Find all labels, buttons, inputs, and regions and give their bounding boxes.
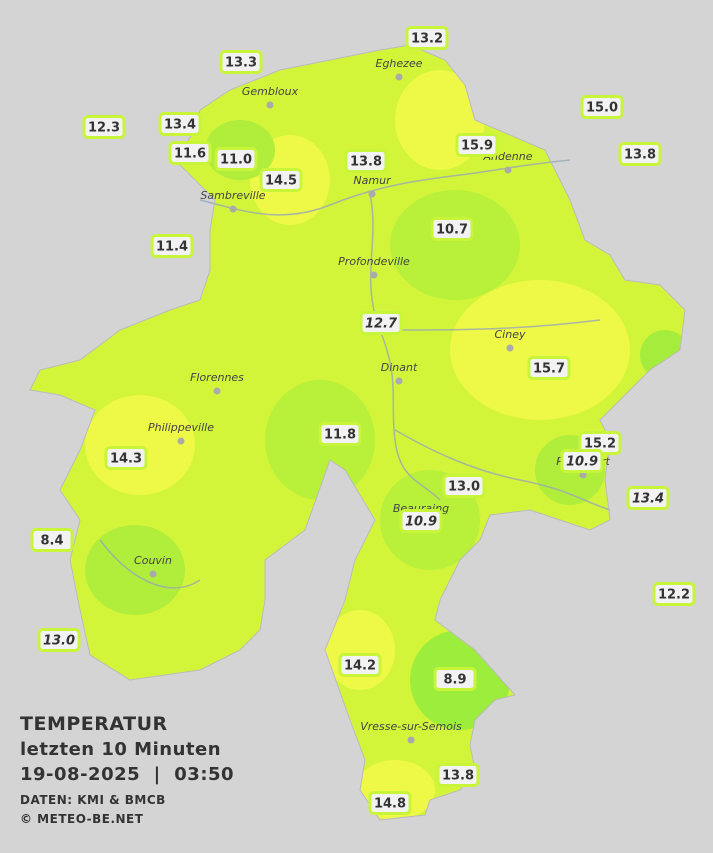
city-dot <box>395 377 403 385</box>
city-label: Vresse-sur-Semois <box>360 720 462 733</box>
legend-period: letzten 10 Minuten <box>20 739 221 760</box>
station-value: 13.4 <box>164 118 196 133</box>
station-box <box>318 422 362 446</box>
station-value: 15.7 <box>533 362 565 377</box>
city-dot <box>229 205 237 213</box>
station-box <box>359 311 403 335</box>
station-value: 13.8 <box>624 148 656 163</box>
station-value: 13.8 <box>350 155 382 170</box>
station-box <box>150 234 194 258</box>
station-value: 13.0 <box>448 480 480 495</box>
city-label: Namur <box>353 174 392 187</box>
city-label: Profondeville <box>338 255 410 268</box>
station-value: 8.4 <box>40 534 63 549</box>
station-value: 11.4 <box>156 240 188 255</box>
station-box <box>436 763 480 787</box>
city-label: Florennes <box>190 371 244 384</box>
station-value: 10.9 <box>566 455 598 470</box>
station-value: 15.9 <box>461 139 493 154</box>
station-value: 13.4 <box>632 492 664 507</box>
city-dot <box>395 73 403 81</box>
city-dot <box>407 736 415 744</box>
city-label: Ciney <box>495 328 526 341</box>
station-value: 8.9 <box>443 673 466 688</box>
station-value: 12.3 <box>88 121 120 136</box>
station-box <box>82 115 126 139</box>
station-box <box>618 142 662 166</box>
station-box <box>652 582 696 606</box>
station-box <box>580 95 624 119</box>
station-box <box>442 474 486 498</box>
station-value: 13.2 <box>411 32 443 47</box>
station-value: 11.6 <box>174 147 206 162</box>
station-box <box>104 446 148 470</box>
station-value: 13.3 <box>225 56 257 71</box>
city-layer: EghezeeGemblouxAndenneNamurSambrevillePr… <box>134 57 610 744</box>
station-box <box>30 528 74 552</box>
station-box <box>430 217 474 241</box>
city-dot <box>504 166 512 174</box>
city-label: Philippeville <box>148 421 214 434</box>
station-value: 15.0 <box>586 101 618 116</box>
station-box <box>214 147 258 171</box>
city-label: Gembloux <box>242 85 299 98</box>
station-value: 14.8 <box>374 797 406 812</box>
city-label: Sambreville <box>200 189 265 202</box>
city-dot <box>506 344 514 352</box>
station-value: 11.8 <box>324 428 356 443</box>
city-dot <box>266 101 274 109</box>
legend-copyright: © METEO-BE.NET <box>20 812 144 826</box>
station-box <box>405 26 449 50</box>
city-dot <box>368 190 376 198</box>
station-box <box>399 509 443 533</box>
station-box <box>626 486 670 510</box>
station-value: 14.5 <box>265 174 297 189</box>
station-value: 14.2 <box>344 659 376 674</box>
legend-source: DATEN: KMI & BMCB <box>20 793 166 807</box>
station-value: 14.3 <box>110 452 142 467</box>
station-box <box>560 449 604 473</box>
station-value: 10.9 <box>405 515 437 530</box>
city-label: Dinant <box>381 361 418 374</box>
station-box <box>433 667 477 691</box>
station-box <box>37 628 81 652</box>
station-value: 13.0 <box>43 634 75 649</box>
station-value: 11.0 <box>220 153 252 168</box>
city-dot <box>579 471 587 479</box>
legend-title: TEMPERATUR <box>20 713 168 735</box>
legend-datetime: 19-08-2025 | 03:50 <box>20 764 234 785</box>
city-label: Couvin <box>134 554 172 567</box>
station-box <box>219 50 263 74</box>
station-box <box>344 149 388 173</box>
station-box <box>527 356 571 380</box>
station-value: 15.2 <box>584 437 616 452</box>
city-dot <box>213 387 221 395</box>
station-box <box>338 653 382 677</box>
station-box <box>259 168 303 192</box>
station-value: 12.2 <box>658 588 690 603</box>
station-box <box>158 112 202 136</box>
station-box <box>168 141 212 165</box>
station-value: 12.7 <box>365 317 398 332</box>
city-dot <box>370 271 378 279</box>
city-label: Eghezee <box>376 57 423 70</box>
city-dot <box>149 570 157 578</box>
station-value: 13.8 <box>442 769 474 784</box>
station-box <box>368 791 412 815</box>
station-value: 10.7 <box>436 223 468 238</box>
station-layer: 13.2 13.3 12.3 13.4 15.0 11.6 11.0 14.5 13.8 15.9… <box>30 26 696 815</box>
station-box <box>455 133 499 157</box>
city-dot <box>177 437 185 445</box>
